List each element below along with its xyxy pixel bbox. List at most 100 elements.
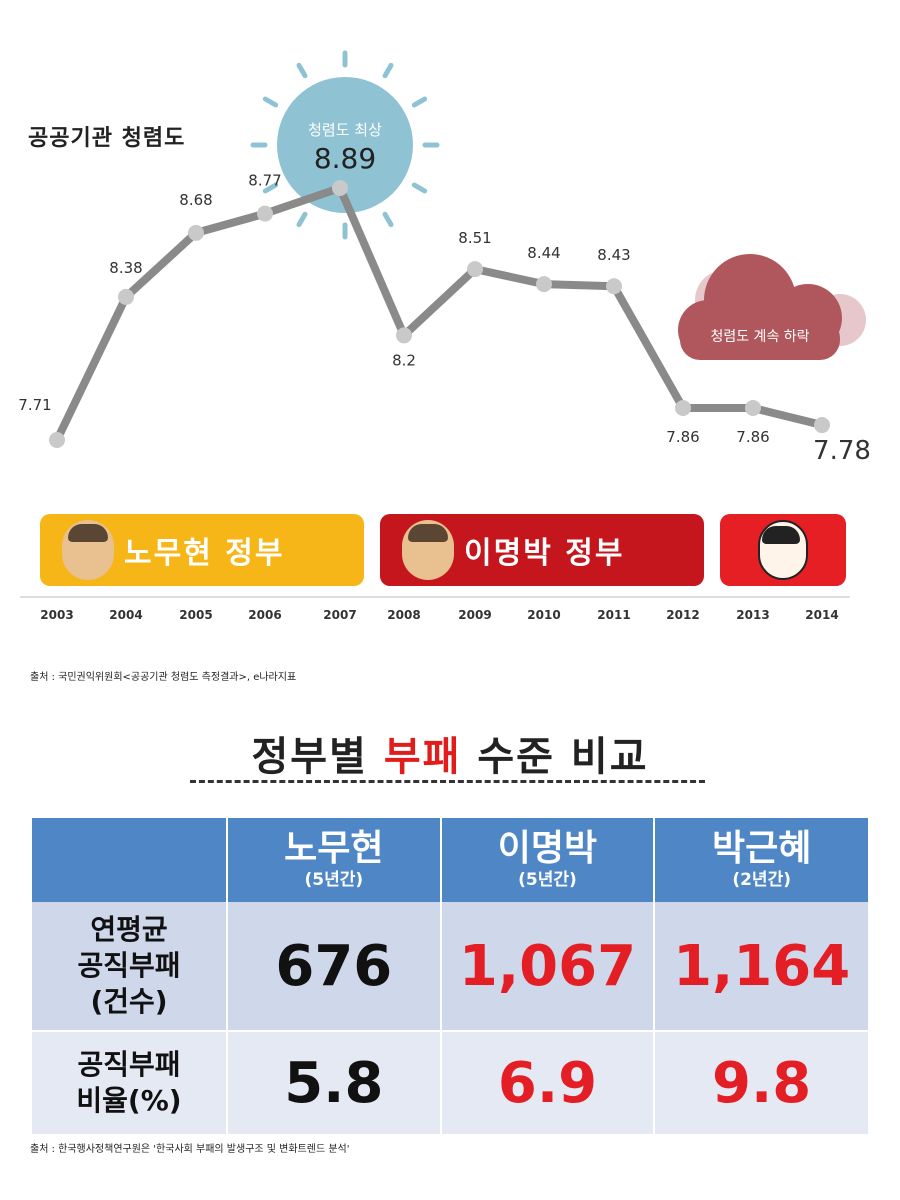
sun-ray bbox=[262, 182, 279, 194]
data-label: 8.38 bbox=[109, 259, 142, 277]
x-tick-label: 2012 bbox=[666, 608, 700, 622]
table-header-corner bbox=[32, 818, 228, 902]
line-chart: 청렴도 최상 8.89 청렴도 계속 하락 7.71 8.38 8.68 8.77 8.… bbox=[18, 50, 871, 466]
data-label: 7.86 bbox=[666, 428, 699, 446]
table-cell: 1,067 bbox=[440, 902, 656, 1032]
x-tick-label: 2003 bbox=[40, 608, 74, 622]
column-header-period: (5년간) bbox=[518, 870, 577, 890]
data-point bbox=[675, 399, 691, 416]
data-label: 8.43 bbox=[597, 246, 630, 264]
column-header: 이명박 (5년간) bbox=[440, 818, 656, 902]
column-header-name: 이명박 bbox=[497, 828, 598, 869]
table-row: 연평균 공직부패 (건수) 676 1,067 1,164 bbox=[32, 902, 868, 1032]
chart-title: 공공기관 청렴도 bbox=[28, 126, 186, 151]
x-tick-label: 2004 bbox=[109, 608, 143, 622]
data-point bbox=[188, 224, 204, 241]
comparison-title: 정부별 부패 수준 비교 bbox=[0, 724, 900, 782]
table-cell: 6.9 bbox=[440, 1031, 656, 1136]
sun-ray bbox=[411, 182, 428, 194]
row-header-line: 공직부패 bbox=[77, 949, 181, 982]
government-band-lee: 이명박 정부 bbox=[380, 514, 704, 586]
column-header-name: 노무현 bbox=[284, 828, 384, 869]
peak-annotation: 청렴도 최상 8.89 bbox=[250, 50, 440, 240]
row-header-line: 공직부패 bbox=[77, 1048, 181, 1081]
cell-value: 1,164 bbox=[673, 933, 851, 999]
government-band-lee-label: 이명박 정부 bbox=[464, 536, 625, 571]
data-label: 8.44 bbox=[527, 244, 560, 262]
data-point bbox=[396, 327, 412, 344]
row-header-line: (건수) bbox=[90, 985, 168, 1018]
data-label: 8.68 bbox=[179, 191, 212, 209]
data-label: 8.77 bbox=[248, 172, 281, 190]
data-point bbox=[118, 288, 134, 305]
column-header-name: 박근혜 bbox=[711, 828, 812, 869]
x-tick-label: 2013 bbox=[736, 608, 770, 622]
government-band-park bbox=[720, 514, 846, 586]
decline-annotation: 청렴도 계속 하락 bbox=[678, 254, 866, 360]
data-label: 7.78 bbox=[813, 436, 871, 466]
row-header: 공직부패 비율(%) bbox=[32, 1031, 228, 1136]
x-tick-label: 2010 bbox=[527, 608, 561, 622]
data-label: 8.51 bbox=[458, 229, 491, 247]
x-axis: 2003 2004 2005 2006 2007 2008 2009 2010 2011 2012… bbox=[20, 596, 850, 636]
comparison-title-post: 수준 비교 bbox=[461, 734, 649, 780]
table-row: 공직부패 비율(%) 5.8 6.9 9.8 bbox=[32, 1031, 868, 1136]
government-band-roh: 노무현 정부 bbox=[40, 514, 364, 586]
x-tick-label: 2005 bbox=[179, 608, 213, 622]
sun-ray bbox=[262, 96, 279, 108]
peak-annotation-value: 8.89 bbox=[314, 142, 376, 175]
cell-value: 1,067 bbox=[458, 933, 637, 999]
cell-value: 9.8 bbox=[712, 1050, 812, 1116]
x-tick-label: 2009 bbox=[458, 608, 492, 622]
park-portrait-icon bbox=[758, 520, 808, 580]
comparison-title-highlight: 부패 bbox=[383, 734, 462, 780]
sun-ray bbox=[382, 211, 394, 228]
row-header: 연평균 공직부패 (건수) bbox=[32, 902, 228, 1032]
column-header-period: (2년간) bbox=[732, 870, 791, 890]
x-axis-line bbox=[20, 596, 850, 598]
x-tick-label: 2008 bbox=[387, 608, 421, 622]
data-label: 7.71 bbox=[18, 396, 51, 414]
table-cell: 5.8 bbox=[227, 1031, 442, 1136]
comparison-title-underline bbox=[190, 780, 705, 783]
row-header-line: 연평균 bbox=[90, 913, 168, 946]
x-tick-label: 2006 bbox=[248, 608, 282, 622]
data-point bbox=[606, 278, 622, 295]
data-point bbox=[467, 261, 483, 278]
x-tick-label: 2014 bbox=[805, 608, 839, 622]
data-point bbox=[257, 205, 273, 222]
row-header-line: 비율(%) bbox=[76, 1084, 182, 1117]
sun-ray bbox=[411, 96, 428, 108]
sun-ray bbox=[296, 211, 308, 228]
comparison-table: 노무현 (5년간) 이명박 (5년간) 박근혜 (2년간) 연평균 공직부패 (… bbox=[32, 818, 868, 1136]
table-cell: 1,164 bbox=[654, 902, 868, 1032]
roh-portrait-icon bbox=[62, 520, 114, 580]
sun-ray bbox=[296, 62, 308, 79]
sun-ray bbox=[382, 62, 394, 79]
data-point bbox=[332, 180, 348, 196]
column-header-period: (5년간) bbox=[304, 870, 364, 890]
series-line bbox=[53, 184, 823, 442]
lee-portrait-icon bbox=[402, 520, 454, 580]
x-tick-label: 2011 bbox=[597, 608, 631, 622]
table-cell: 9.8 bbox=[654, 1031, 868, 1136]
data-point bbox=[536, 276, 552, 293]
cell-value: 6.9 bbox=[497, 1050, 598, 1116]
table-cell: 676 bbox=[227, 902, 442, 1032]
data-point bbox=[814, 417, 830, 434]
table-source-note: 출처 : 한국행사정책연구원은 '한국사회 부패의 발생구조 및 변화트렌드 분… bbox=[30, 1144, 350, 1155]
data-label: 8.2 bbox=[392, 351, 416, 369]
peak-annotation-label: 청렴도 최상 bbox=[308, 121, 382, 139]
cell-value: 676 bbox=[275, 933, 393, 999]
comparison-title-pre: 정부별 bbox=[251, 734, 384, 780]
government-band-roh-label: 노무현 정부 bbox=[124, 536, 285, 571]
data-point bbox=[745, 399, 761, 416]
column-header: 박근혜 (2년간) bbox=[654, 818, 868, 902]
column-header: 노무현 (5년간) bbox=[227, 818, 442, 902]
data-point bbox=[49, 432, 65, 448]
data-label: 7.86 bbox=[736, 428, 769, 446]
chart-source-note: 출처 : 국민권익위원회<공공기관 청렴도 측정결과>, e나라지표 bbox=[30, 672, 297, 683]
table-header-row: 노무현 (5년간) 이명박 (5년간) 박근혜 (2년간) bbox=[32, 818, 868, 902]
decline-annotation-label: 청렴도 계속 하락 bbox=[710, 329, 809, 345]
x-tick-label: 2007 bbox=[323, 608, 357, 622]
